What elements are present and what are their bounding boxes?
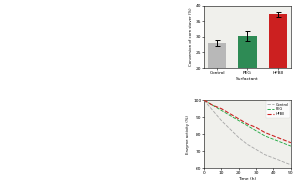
HFBII bbox=[254, 126, 258, 129]
HFBII bbox=[237, 118, 241, 120]
PEG bbox=[272, 138, 275, 140]
PEG bbox=[211, 104, 214, 106]
Y-axis label: Enzyme activity (%): Enzyme activity (%) bbox=[186, 115, 190, 154]
PEG bbox=[246, 125, 249, 127]
Control bbox=[263, 153, 267, 156]
PEG bbox=[202, 99, 206, 101]
HFBII bbox=[280, 138, 284, 140]
Line: Control: Control bbox=[204, 100, 291, 165]
Control bbox=[228, 128, 232, 130]
Bar bbox=[238, 36, 257, 130]
PEG bbox=[280, 142, 284, 144]
Y-axis label: Conversion of corn stover (%): Conversion of corn stover (%) bbox=[189, 8, 193, 66]
PEG bbox=[289, 145, 293, 147]
Control bbox=[280, 160, 284, 163]
Bar bbox=[208, 43, 226, 130]
X-axis label: Time (h): Time (h) bbox=[239, 177, 256, 181]
Line: PEG: PEG bbox=[204, 100, 291, 146]
PEG bbox=[254, 130, 258, 132]
Control bbox=[211, 109, 214, 112]
PEG bbox=[237, 119, 241, 122]
HFBII bbox=[246, 123, 249, 125]
Control bbox=[220, 119, 223, 122]
Control bbox=[289, 164, 293, 166]
Legend: Control, PEG, HFBII: Control, PEG, HFBII bbox=[265, 101, 290, 118]
Control bbox=[202, 99, 206, 101]
HFBII bbox=[272, 135, 275, 137]
Line: HFBII: HFBII bbox=[204, 100, 291, 143]
Control bbox=[272, 157, 275, 159]
PEG bbox=[263, 135, 267, 137]
Bar bbox=[269, 14, 287, 130]
X-axis label: Surfactant: Surfactant bbox=[236, 77, 259, 81]
HFBII bbox=[202, 99, 206, 101]
HFBII bbox=[220, 108, 223, 110]
PEG bbox=[228, 114, 232, 117]
Control bbox=[246, 143, 249, 146]
Control bbox=[237, 136, 241, 139]
PEG bbox=[220, 109, 223, 112]
Control bbox=[254, 148, 258, 151]
HFBII bbox=[211, 104, 214, 106]
HFBII bbox=[289, 142, 293, 144]
HFBII bbox=[228, 113, 232, 115]
HFBII bbox=[263, 131, 267, 134]
